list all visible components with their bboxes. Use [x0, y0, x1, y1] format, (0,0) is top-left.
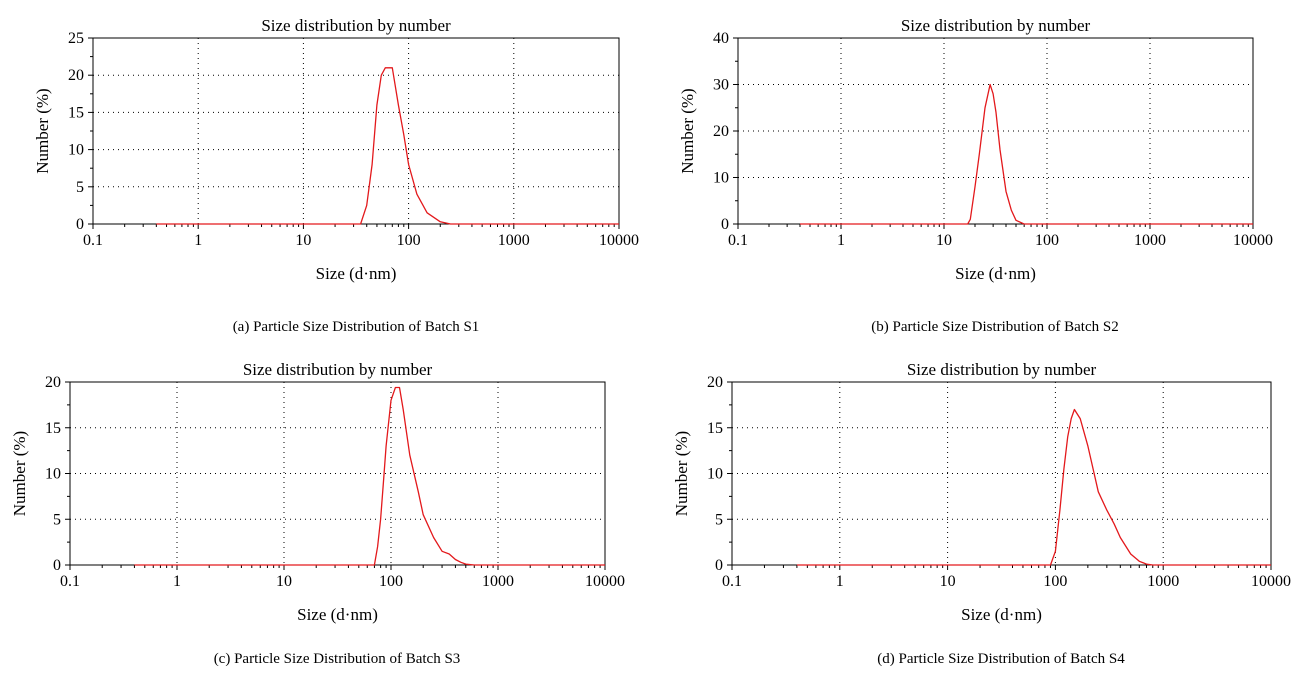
x-tick-label: 10	[295, 232, 311, 249]
x-tick-label: 1000	[1134, 232, 1166, 249]
x-axis-label: Size (d·nm)	[961, 605, 1042, 624]
x-tick-label: 0.1	[722, 573, 742, 590]
y-tick-label: 20	[707, 374, 723, 391]
x-tick-label: 10	[276, 573, 292, 590]
y-axis-label: Number (%)	[10, 431, 29, 516]
figure-caption: (a) Particle Size Distribution of Batch …	[233, 319, 480, 335]
x-tick-label: 1000	[498, 232, 530, 249]
y-tick-label: 0	[715, 557, 723, 574]
x-tick-label: 10000	[585, 573, 625, 590]
plot-frame	[92, 37, 620, 225]
y-tick-label: 25	[68, 30, 84, 47]
y-tick-label: 10	[45, 466, 61, 483]
y-axis-label: Number (%)	[672, 431, 691, 516]
y-tick-label: 0	[76, 216, 84, 233]
x-tick-label: 0.1	[83, 232, 103, 249]
x-tick-label: 1	[837, 232, 845, 249]
x-tick-label: 100	[1043, 573, 1067, 590]
x-tick-label: 1000	[1147, 573, 1179, 590]
chart-title: Size distribution by number	[901, 16, 1091, 35]
data-line-series-1	[796, 408, 1271, 566]
x-tick-label: 100	[1035, 232, 1059, 249]
figure-caption: (d) Particle Size Distribution of Batch …	[877, 651, 1125, 667]
chart-panel-4: 0.1 1 10 100 1000 10000 0 5 10 15 20 Size distribut…	[672, 360, 1291, 667]
y-tick-label: 40	[713, 30, 729, 47]
y-tick-label: 15	[68, 104, 84, 121]
x-tick-label: 100	[397, 232, 421, 249]
chart-panel-2: 0.1 1 10 100 1000 10000 0 10 20 30 40 Size distribu…	[678, 16, 1273, 335]
y-tick-label: 5	[53, 511, 61, 528]
data-line-series-1	[156, 67, 619, 225]
y-tick-label: 15	[707, 420, 723, 437]
x-tick-label: 10000	[1233, 232, 1273, 249]
x-tick-label: 100	[379, 573, 403, 590]
x-tick-label: 0.1	[60, 573, 80, 590]
x-axis-label: Size (d·nm)	[297, 605, 378, 624]
chart-panel-3: 0.1 1 10 100 1000 10000 0 5 10 15 20 Size distribut…	[10, 360, 625, 667]
y-tick-label: 0	[53, 557, 61, 574]
x-axis-label: Size (d·nm)	[316, 264, 397, 283]
x-tick-label: 10000	[599, 232, 639, 249]
chart-title: Size distribution by number	[907, 360, 1097, 379]
x-tick-label: 0.1	[728, 232, 748, 249]
data-line-series-1	[134, 386, 605, 566]
x-tick-label: 10	[936, 232, 952, 249]
y-tick-label: 5	[715, 511, 723, 528]
x-tick-label: 1	[836, 573, 844, 590]
y-tick-label: 0	[721, 216, 729, 233]
y-tick-label: 20	[68, 67, 84, 84]
figure-caption: (b) Particle Size Distribution of Batch …	[871, 319, 1118, 335]
chart-title: Size distribution by number	[243, 360, 433, 379]
figure-caption: (c) Particle Size Distribution of Batch …	[214, 651, 461, 667]
plot-frame	[737, 37, 1254, 225]
y-axis-label: Number (%)	[678, 88, 697, 173]
y-tick-label: 10	[713, 170, 729, 187]
y-tick-label: 15	[45, 420, 61, 437]
x-tick-label: 1	[194, 232, 202, 249]
y-tick-label: 10	[68, 142, 84, 159]
y-tick-label: 10	[707, 466, 723, 483]
chart-panel-1: 0.1 1 10 100 1000 10000 0 5 10 15 20 25 Size distrib…	[33, 16, 639, 335]
x-axis-label: Size (d·nm)	[955, 264, 1036, 283]
x-tick-label: 10	[940, 573, 956, 590]
x-tick-label: 1	[173, 573, 181, 590]
y-tick-label: 20	[45, 374, 61, 391]
y-axis-label: Number (%)	[33, 88, 52, 173]
x-tick-label: 1000	[482, 573, 514, 590]
y-tick-label: 20	[713, 123, 729, 140]
y-tick-label: 30	[713, 77, 729, 94]
data-line-series-1	[800, 83, 1253, 225]
x-tick-label: 10000	[1251, 573, 1291, 590]
chart-title: Size distribution by number	[261, 16, 451, 35]
y-tick-label: 5	[76, 179, 84, 196]
